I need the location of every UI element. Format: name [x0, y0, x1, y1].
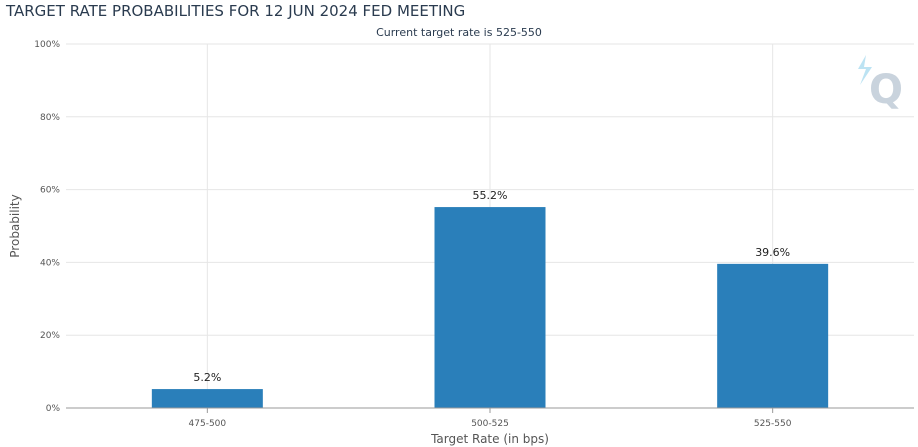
y-tick-label: 80% — [40, 113, 60, 123]
y-tick-labels: 0% 20% 40% 60% 80% 100% — [34, 40, 60, 414]
y-tick-label: 40% — [40, 258, 60, 268]
y-tick-label: 0% — [46, 404, 61, 414]
data-labels: 5.2% 55.2% 39.6% — [193, 189, 790, 384]
data-label: 55.2% — [473, 189, 508, 202]
y-tick-label: 20% — [40, 331, 60, 341]
data-label: 5.2% — [193, 371, 221, 384]
chart-subtitle: Current target rate is 525-550 — [376, 26, 542, 39]
bars — [151, 207, 829, 408]
watermark-letter: Q — [869, 67, 903, 113]
y-tick-label: 60% — [40, 186, 60, 196]
lightning-icon — [858, 55, 872, 85]
x-tick-labels: 475-500 500-525 525-550 — [189, 419, 792, 429]
y-axis-title: Probability — [8, 194, 22, 257]
x-axis-title: Target Rate (in bps) — [430, 432, 549, 446]
bar — [151, 389, 263, 408]
bar — [717, 263, 829, 408]
x-tick-label: 500-525 — [471, 419, 509, 429]
watermark-logo: Q — [858, 55, 903, 113]
y-tick-label: 100% — [34, 40, 60, 50]
x-tick-label: 525-550 — [754, 419, 792, 429]
bar — [434, 207, 546, 408]
x-tick-label: 475-500 — [189, 419, 227, 429]
data-label: 39.6% — [755, 246, 790, 259]
chart-title: TARGET RATE PROBABILITIES FOR 12 JUN 202… — [6, 2, 466, 20]
